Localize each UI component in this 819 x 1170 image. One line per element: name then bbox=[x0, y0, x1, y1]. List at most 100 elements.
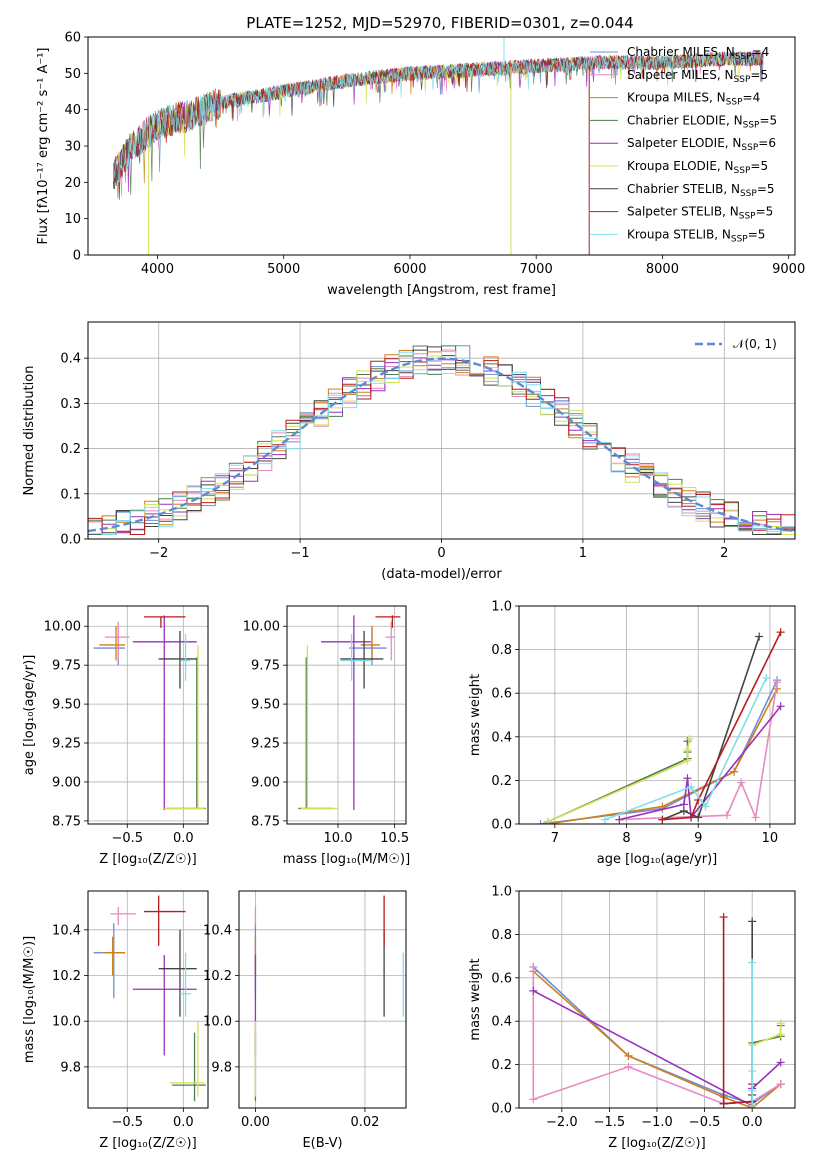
y-axis-label: mass [log₁₀(M/M☉)] bbox=[22, 936, 37, 1063]
legend-suffix: =4 bbox=[743, 91, 761, 105]
legend-label: Chabrier ELODIE, NSSP=5 bbox=[627, 113, 777, 130]
series-line bbox=[547, 738, 691, 823]
x-tick-label: 0.0 bbox=[173, 831, 194, 846]
legend-suffix: =5 bbox=[750, 68, 768, 82]
legend-label: Salpeter MILES, NSSP=5 bbox=[627, 68, 768, 85]
y-axis-label: mass weight bbox=[468, 958, 483, 1040]
x-tick-label: 8000 bbox=[646, 262, 679, 277]
legend-label: Salpeter STELIB, NSSP=5 bbox=[627, 205, 773, 222]
legend-subscript: SSP bbox=[735, 52, 752, 62]
y-tick-label: 0.2 bbox=[491, 1058, 512, 1073]
histogram-step bbox=[88, 351, 795, 535]
x-tick-label: 0.02 bbox=[350, 1115, 379, 1130]
x-tick-label: −2.0 bbox=[546, 1115, 578, 1130]
y-tick-label: 0.6 bbox=[491, 687, 512, 702]
x-axis-label: mass [log₁₀(M/M☉)] bbox=[283, 852, 410, 867]
axes-frame bbox=[518, 605, 796, 825]
x-tick-label: 0.0 bbox=[742, 1115, 763, 1130]
y-tick-label: 10.0 bbox=[203, 1015, 232, 1030]
y-tick-label: 0.3 bbox=[60, 397, 81, 412]
x-tick-label: 7000 bbox=[520, 262, 553, 277]
y-tick-label: 0.8 bbox=[491, 643, 512, 658]
legend-suffix: =4 bbox=[752, 45, 770, 59]
gaussian-curve bbox=[88, 357, 793, 533]
x-tick-label: 5000 bbox=[267, 262, 300, 277]
legend-label: Kroupa STELIB, NSSP=5 bbox=[627, 227, 765, 244]
legend: Chabrier MILES, NSSP=4 Salpeter MILES, NS… bbox=[590, 45, 777, 244]
histogram-step bbox=[88, 358, 795, 535]
series-line bbox=[662, 631, 782, 821]
legend-suffix: =5 bbox=[748, 227, 766, 241]
y-tick-label: 50 bbox=[64, 67, 81, 82]
y-tick-label: 0.0 bbox=[491, 818, 512, 833]
y-tick-label: 10.2 bbox=[52, 969, 81, 984]
axes-spectrum: 4000 5000 6000 7000 8000 9000 0 10 20 30 40 50 60 wav… bbox=[36, 31, 805, 299]
y-tick-label: 10.00 bbox=[243, 620, 280, 635]
y-tick-label: 30 bbox=[64, 140, 81, 155]
y-tick-label: 0.8 bbox=[491, 928, 512, 943]
x-tick-label: −1.0 bbox=[641, 1115, 673, 1130]
legend-label: Chabrier MILES, NSSP=4 bbox=[627, 45, 769, 62]
x-tick-label: 8 bbox=[622, 831, 630, 846]
y-tick-label: 20 bbox=[64, 176, 81, 191]
legend-suffix: =5 bbox=[756, 205, 774, 219]
series-line bbox=[723, 921, 753, 1105]
axes-age_vs_Z: −0.5 0.0 8.75 9.00 9.25 9.50 9.75 10.00 Z [log₁₀… bbox=[22, 605, 209, 867]
plot-area-age_vs_mass bbox=[298, 615, 401, 810]
plot-area-spectrum bbox=[112, 37, 764, 255]
series-line bbox=[722, 917, 753, 1105]
x-axis-label: Z [log₁₀(Z/Z☉)] bbox=[99, 1136, 196, 1151]
y-tick-label: 9.50 bbox=[251, 698, 280, 713]
series-line bbox=[604, 677, 768, 821]
figure-title: PLATE=1252, MJD=52970, FIBERID=0301, z=0… bbox=[246, 14, 633, 32]
x-tick-label: 9 bbox=[694, 831, 702, 846]
legend-subscript: SSP bbox=[743, 120, 760, 130]
axes-frame bbox=[87, 36, 796, 256]
spectrum-line bbox=[112, 51, 764, 183]
x-tick-label: −0.5 bbox=[689, 1115, 721, 1130]
y-tick-label: 9.25 bbox=[251, 737, 280, 752]
series-line bbox=[547, 741, 689, 823]
x-tick-label: 0 bbox=[437, 546, 445, 561]
x-axis-label: E(B-V) bbox=[302, 1136, 342, 1151]
plot-area-mass_weight_vs_Z bbox=[529, 913, 785, 1108]
legend-label: Chabrier STELIB, NSSP=5 bbox=[627, 182, 775, 199]
x-tick-label: −1 bbox=[291, 546, 310, 561]
x-tick-label: 2 bbox=[720, 546, 728, 561]
legend-label: 𝒩(0, 1) bbox=[733, 337, 777, 351]
y-tick-label: 0.0 bbox=[491, 1102, 512, 1117]
y-tick-label: 8.75 bbox=[52, 814, 81, 829]
y-tick-label: 0.4 bbox=[491, 730, 512, 745]
axes-frame bbox=[87, 890, 209, 1109]
legend-label: Salpeter ELODIE, NSSP=6 bbox=[627, 136, 776, 153]
plot-area-mass_vs_ebv bbox=[254, 895, 404, 1102]
x-tick-label: 4000 bbox=[141, 262, 174, 277]
legend-subscript: SSP bbox=[741, 143, 758, 153]
x-axis-label: Z [log₁₀(Z/Z☉)] bbox=[608, 1136, 705, 1151]
plot-area-mass_weight_vs_age bbox=[536, 628, 785, 824]
x-axis-label: wavelength [Angstrom, rest frame] bbox=[327, 283, 556, 298]
y-tick-label: 0.4 bbox=[60, 352, 81, 367]
legend-subscript: SSP bbox=[731, 234, 748, 244]
y-tick-label: 9.75 bbox=[52, 659, 81, 674]
y-tick-label: 1.0 bbox=[491, 885, 512, 900]
x-tick-label: 0.0 bbox=[173, 1115, 194, 1130]
legend-subscript: SSP bbox=[734, 75, 751, 85]
x-axis-label: Z [log₁₀(Z/Z☉)] bbox=[99, 852, 196, 867]
axes-frame bbox=[87, 321, 796, 540]
series-line bbox=[532, 967, 782, 1105]
plot-area-residuals bbox=[88, 345, 795, 535]
series-line bbox=[547, 688, 778, 824]
y-tick-label: 9.25 bbox=[52, 737, 81, 752]
y-tick-label: 9.00 bbox=[251, 775, 280, 790]
y-tick-label: 9.8 bbox=[211, 1060, 232, 1075]
x-tick-label: 6000 bbox=[393, 262, 426, 277]
axes-frame bbox=[87, 605, 209, 825]
y-axis-label: Flux [fλ10⁻¹⁷ erg cm⁻² s⁻¹ A⁻¹] bbox=[36, 48, 51, 245]
axes-frame bbox=[518, 890, 796, 1109]
x-tick-label: 1 bbox=[579, 546, 587, 561]
y-tick-label: 9.75 bbox=[251, 659, 280, 674]
axes-frame bbox=[238, 890, 407, 1109]
y-tick-label: 10.4 bbox=[52, 923, 81, 938]
x-tick-label: 10 bbox=[762, 831, 779, 846]
